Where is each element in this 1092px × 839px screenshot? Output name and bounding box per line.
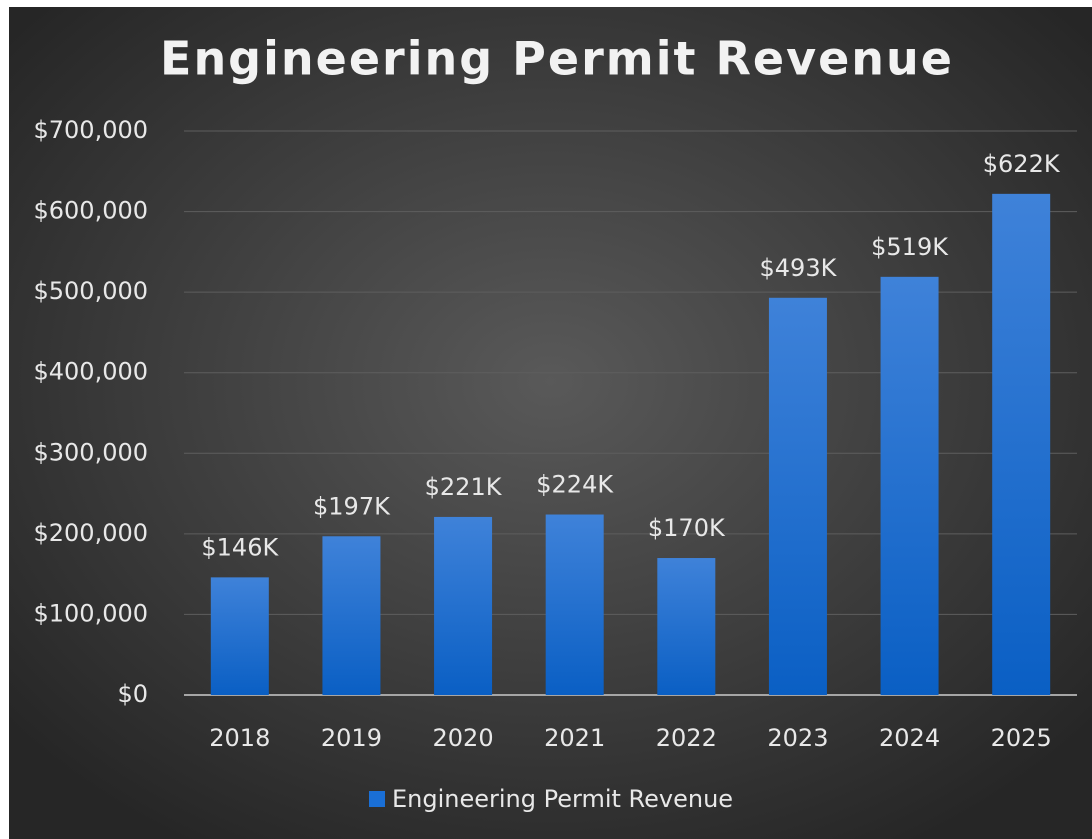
x-tick-label: 2022: [656, 724, 717, 752]
bar: [768, 297, 827, 695]
data-label: $221K: [425, 473, 503, 501]
bar: [434, 516, 493, 695]
data-label: $197K: [313, 492, 391, 520]
y-tick-label: $700,000: [33, 116, 148, 144]
bar: [210, 577, 269, 695]
legend-swatch: [369, 791, 385, 807]
data-label: $170K: [648, 514, 726, 542]
bar: [657, 558, 716, 695]
x-tick-label: 2024: [879, 724, 940, 752]
data-label: $622K: [983, 150, 1061, 178]
y-tick-label: $200,000: [33, 519, 148, 547]
chart-title: Engineering Permit Revenue: [160, 32, 954, 86]
data-label: $224K: [536, 471, 614, 499]
bar: [322, 536, 381, 695]
bar: [545, 514, 604, 695]
y-tick-label: $100,000: [33, 599, 148, 627]
y-tick-label: $500,000: [33, 277, 148, 305]
y-tick-label: $300,000: [33, 438, 148, 466]
y-tick-label: $400,000: [33, 358, 148, 386]
data-label: $493K: [760, 254, 838, 282]
legend-label: Engineering Permit Revenue: [392, 785, 733, 813]
x-tick-label: 2020: [433, 724, 494, 752]
x-tick-label: 2019: [321, 724, 382, 752]
x-tick-label: 2021: [544, 724, 605, 752]
data-label: $519K: [871, 233, 949, 261]
data-label: $146K: [201, 533, 279, 561]
x-tick-label: 2018: [209, 724, 270, 752]
bar: [992, 193, 1051, 696]
y-tick-label: $0: [117, 680, 148, 708]
y-tick-label: $600,000: [33, 197, 148, 225]
x-tick-label: 2023: [767, 724, 828, 752]
bar: [880, 276, 939, 695]
x-tick-label: 2025: [991, 724, 1052, 752]
